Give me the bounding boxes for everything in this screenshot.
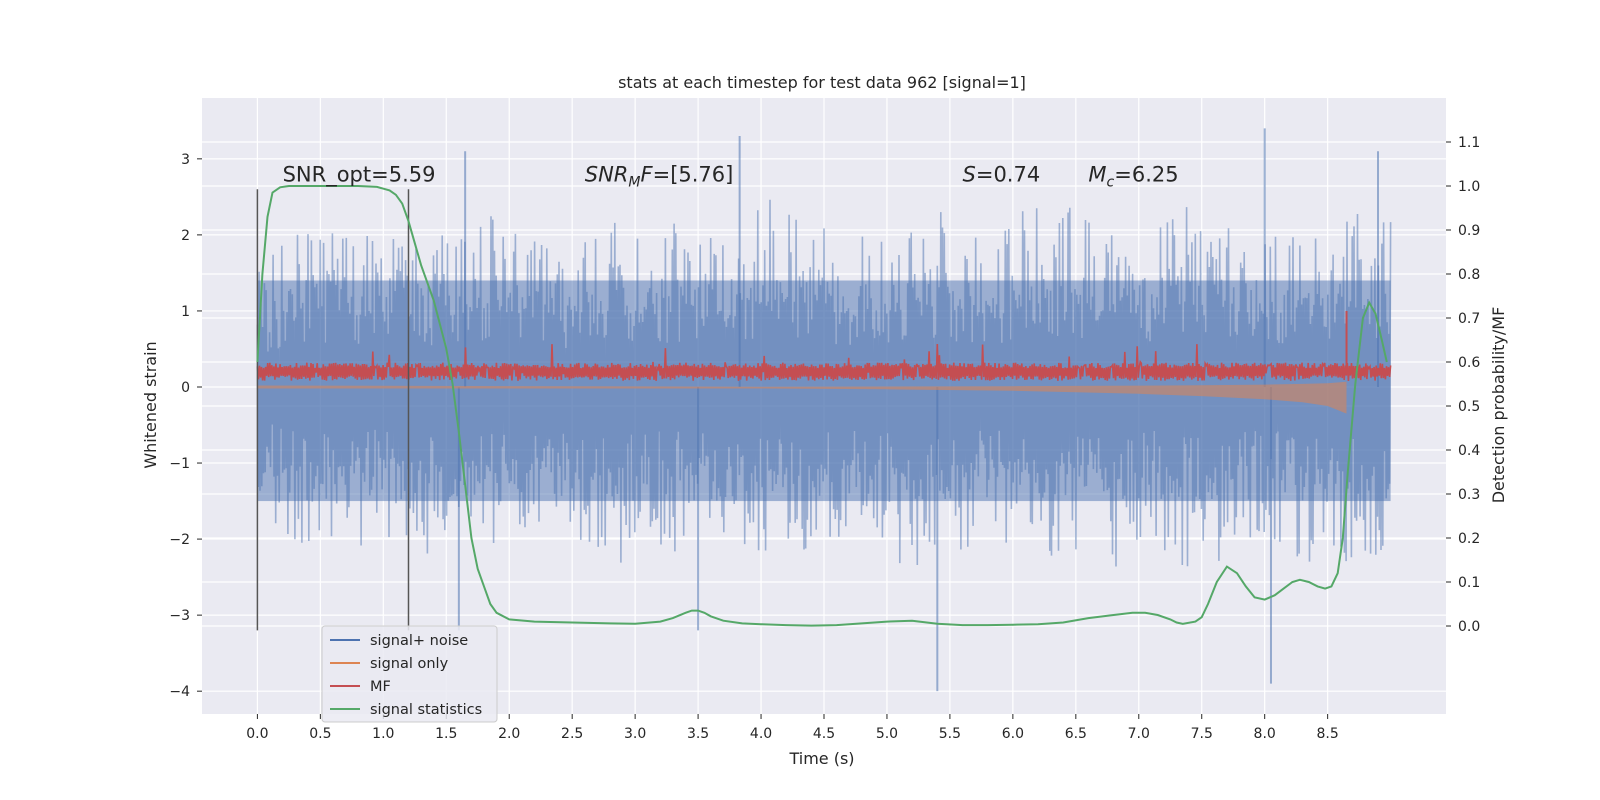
x-axis-label: Time (s) bbox=[788, 749, 854, 768]
x-tick-label: 5.0 bbox=[876, 726, 898, 742]
y-tick-label-right: 1.0 bbox=[1458, 179, 1480, 195]
y-tick-label-right: 1.1 bbox=[1458, 135, 1480, 151]
y-tick-label-right: 0.0 bbox=[1458, 619, 1480, 635]
signal-only-area bbox=[257, 381, 1347, 414]
annotation: Mc=6.25 bbox=[1088, 163, 1178, 191]
y-tick-label-right: 0.6 bbox=[1458, 355, 1480, 371]
series-signal-only bbox=[257, 381, 1347, 414]
y-axis-label-left: Whitened strain bbox=[141, 341, 160, 468]
y-tick-label-left: −4 bbox=[169, 684, 190, 700]
x-tick-label: 0.0 bbox=[246, 726, 268, 742]
x-tick-label: 1.5 bbox=[435, 726, 457, 742]
legend: signal+ noise signal only MF signal stat… bbox=[321, 625, 498, 723]
legend-label-mf: MF bbox=[370, 679, 391, 695]
y-tick-label-left: 1 bbox=[181, 304, 190, 320]
ticks: 0.0 0.5 1.0 1.5 2.0 2.5 3.0 3.5 4.0 4.5 5.0 5.5 6.0 6… bbox=[169, 135, 1480, 742]
annotation: S=0.74 bbox=[963, 163, 1041, 187]
x-tick-label: 7.0 bbox=[1128, 726, 1150, 742]
y-tick-label-left: 3 bbox=[181, 152, 190, 168]
x-tick-label: 6.5 bbox=[1065, 726, 1087, 742]
legend-label-signal-only: signal only bbox=[370, 656, 449, 672]
x-tick-label: 8.0 bbox=[1254, 726, 1276, 742]
legend-label-signal-noise: signal+ noise bbox=[370, 633, 468, 649]
signal-statistics-line bbox=[256, 185, 1388, 627]
y-tick-label-right: 0.3 bbox=[1458, 487, 1480, 503]
y-tick-label-left: −2 bbox=[169, 532, 190, 548]
y-tick-label-right: 0.4 bbox=[1458, 443, 1480, 459]
series-mf bbox=[256, 310, 1392, 381]
x-tick-label: 0.5 bbox=[309, 726, 331, 742]
mf-line bbox=[256, 343, 1392, 381]
x-tick-label: 3.5 bbox=[687, 726, 709, 742]
legend-label-signal-statistics: signal statistics bbox=[370, 702, 482, 718]
y-tick-label-left: −1 bbox=[169, 456, 190, 472]
x-tick-label: 1.0 bbox=[372, 726, 394, 742]
y-tick-label-left: 2 bbox=[181, 228, 190, 244]
annotation: SNR_opt=5.59 bbox=[283, 163, 436, 188]
y-tick-label-right: 0.2 bbox=[1458, 531, 1480, 547]
x-tick-label: 4.5 bbox=[813, 726, 835, 742]
y-axis-label-right: Detection probability/MF bbox=[1489, 307, 1508, 504]
annotations: SNR_opt=5.59 SNRMF=[5.76] S=0.74 Mc=6.25 bbox=[283, 163, 1179, 191]
y-tick-label-right: 0.1 bbox=[1458, 575, 1480, 591]
y-tick-label-right: 0.8 bbox=[1458, 267, 1480, 283]
x-tick-label: 5.5 bbox=[939, 726, 961, 742]
legend-frame bbox=[321, 625, 498, 723]
x-tick-label: 8.5 bbox=[1317, 726, 1339, 742]
annotation: SNRMF=[5.76] bbox=[585, 163, 734, 191]
chart-title: stats at each timestep for test data 962… bbox=[618, 73, 1026, 92]
series-signal-statistics bbox=[256, 185, 1388, 627]
x-tick-label: 7.5 bbox=[1191, 726, 1213, 742]
y-tick-label-right: 0.5 bbox=[1458, 399, 1480, 415]
y-tick-label-right: 0.9 bbox=[1458, 223, 1480, 239]
x-tick-label: 2.0 bbox=[498, 726, 520, 742]
x-tick-label: 2.5 bbox=[561, 726, 583, 742]
x-tick-label: 3.0 bbox=[624, 726, 646, 742]
vertical-markers bbox=[256, 189, 410, 631]
y-tick-label-left: 0 bbox=[181, 380, 190, 396]
x-tick-label: 4.0 bbox=[750, 726, 772, 742]
x-tick-label: 6.0 bbox=[1002, 726, 1024, 742]
y-tick-label-right: 0.7 bbox=[1458, 311, 1480, 327]
y-tick-label-left: −3 bbox=[169, 608, 190, 624]
